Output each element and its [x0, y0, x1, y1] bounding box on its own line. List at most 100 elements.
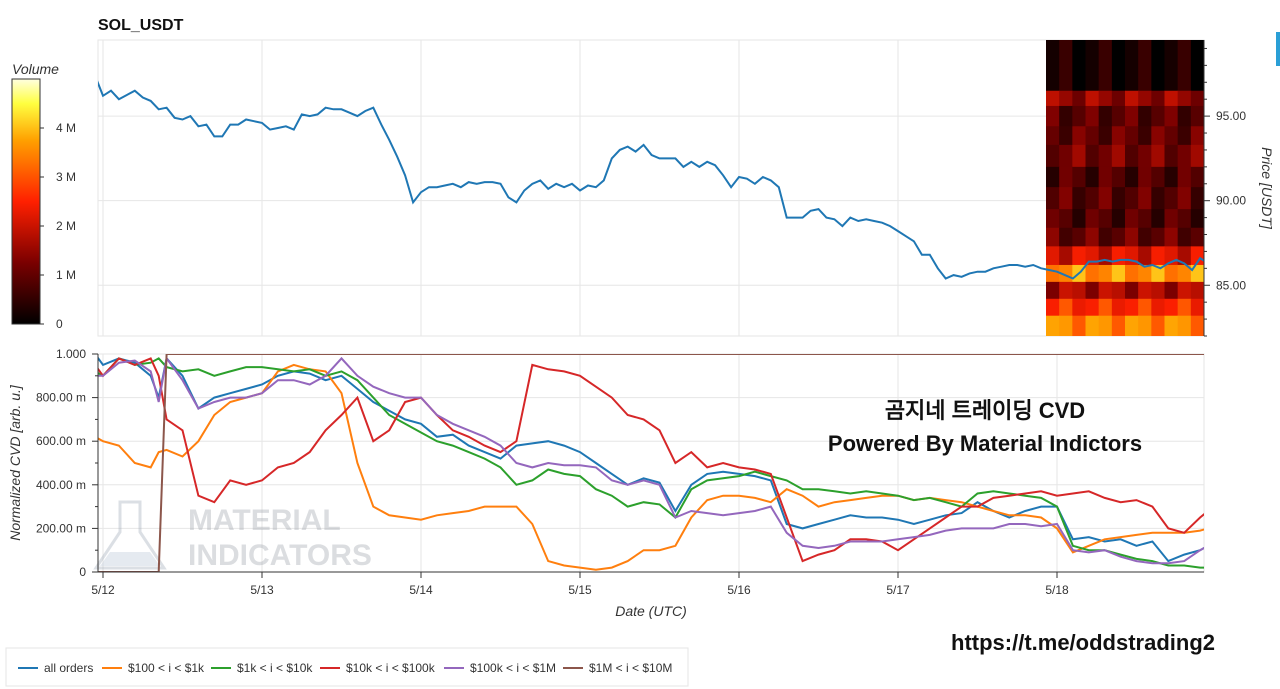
colorbar-tick-label: 4 M [56, 121, 76, 135]
material-indicators-watermark: MATERIAL INDICATORS [93, 500, 372, 572]
heatmap-cell [1098, 126, 1113, 146]
heatmap-cell [1072, 298, 1086, 317]
heatmap-cell [1125, 298, 1139, 317]
heatmap-cell [1072, 126, 1086, 146]
heatmap-cell [1138, 298, 1152, 317]
heatmap-cell [1111, 246, 1126, 266]
heatmap-cell [1085, 264, 1100, 283]
heatmap-cell [1125, 105, 1139, 127]
heatmap-cell [1164, 105, 1179, 127]
heatmap-cell [1164, 209, 1179, 229]
heatmap-cell [1125, 126, 1139, 146]
heatmap-cell [1059, 281, 1073, 300]
telegram-url[interactable]: https://t.me/oddstrading2 [951, 630, 1215, 655]
heatmap-cell [1046, 281, 1060, 300]
volume-heatmap [1046, 40, 1204, 336]
heatmap-cell [1098, 144, 1113, 168]
heatmap-cell [1098, 315, 1113, 336]
cvd-series-line [98, 355, 1204, 565]
heatmap-cell [1177, 105, 1192, 127]
heatmap-cell [1046, 209, 1060, 229]
heatmap-cell [1164, 144, 1179, 168]
heatmap-cell [1111, 227, 1126, 247]
heatmap-cell [1177, 187, 1192, 210]
cvd-x-tick-label: 5/17 [886, 583, 910, 597]
heatmap-cell [1111, 105, 1126, 127]
cvd-series-line [98, 356, 1204, 563]
heatmap-cell [1046, 298, 1060, 317]
heatmap-cell [1072, 166, 1086, 188]
heatmap-cell [1177, 281, 1192, 300]
heatmap-cell [1151, 166, 1165, 188]
heatmap-cell [1046, 90, 1060, 107]
heatmap-cell [1111, 144, 1126, 168]
heatmap-cell [1098, 227, 1113, 247]
heatmap-cell [1085, 166, 1100, 188]
heatmap-cell [1177, 209, 1192, 229]
heatmap-cell [1138, 126, 1152, 146]
legend-label[interactable]: $100 < i < $1k [128, 661, 205, 675]
heatmap-cell [1138, 187, 1152, 210]
heatmap-cell [1177, 126, 1192, 146]
heatmap-cell [1151, 227, 1165, 247]
price-panel: 85.00 90.00 95.00 Price [USDT] [97, 39, 1275, 337]
watermark-line1: MATERIAL [188, 504, 341, 537]
heatmap-cell [1098, 90, 1113, 107]
heatmap-cell [1059, 298, 1073, 317]
heatmap-cell [1072, 144, 1086, 168]
heatmap-cell [1190, 105, 1204, 127]
heatmap-cell [1151, 246, 1165, 266]
heatmap-cell [1072, 105, 1086, 127]
heatmap-cell [1190, 126, 1204, 146]
heatmap-cell [1059, 187, 1073, 210]
cvd-y-tick-label: 0 [79, 565, 86, 579]
legend-label[interactable]: $100k < i < $1M [470, 661, 556, 675]
cvd-plot-area [97, 353, 1205, 573]
heatmap-cell [1164, 187, 1179, 210]
heatmap-cell [1125, 40, 1139, 92]
heatmap-cell [1046, 144, 1060, 168]
cvd-lines [98, 354, 1204, 572]
legend: all orders $100 < i < $1k $1k < i < $10k $1… [18, 661, 672, 675]
heatmap-cell [1125, 264, 1139, 283]
heatmap-cell [1164, 227, 1179, 247]
heatmap-cell [1059, 209, 1073, 229]
toolbar-edge [1276, 32, 1280, 66]
heatmap-cell [1190, 298, 1204, 317]
heatmap-cell [1138, 209, 1152, 229]
cvd-series-line [98, 357, 1204, 569]
heatmap-cell [1072, 40, 1086, 92]
heatmap-cell [1111, 126, 1126, 146]
heatmap-cell [1151, 126, 1165, 146]
heatmap-cell [1072, 187, 1086, 210]
heatmap-cell [1046, 40, 1060, 92]
heatmap-cell [1059, 126, 1073, 146]
heatmap-cell [1111, 281, 1126, 300]
legend-label[interactable]: all orders [44, 661, 93, 675]
cvd-y-tick-label: 600.00 m [36, 434, 86, 448]
legend-label[interactable]: $1k < i < $10k [237, 661, 313, 675]
heatmap-cell [1177, 246, 1192, 266]
heatmap-cell [1177, 144, 1192, 168]
legend-label[interactable]: $10k < i < $100k [346, 661, 436, 675]
heatmap-cell [1125, 281, 1139, 300]
heatmap-cell [1059, 246, 1073, 266]
price-tick-label: 95.00 [1216, 109, 1246, 123]
heatmap-cell [1138, 315, 1152, 336]
heatmap-cell [1098, 209, 1113, 229]
heatmap-cell [1059, 90, 1073, 107]
legend-label[interactable]: $1M < i < $10M [589, 661, 672, 675]
cvd-x-tick-label: 5/14 [409, 583, 433, 597]
heatmap-cell [1190, 227, 1204, 247]
heatmap-cell [1111, 90, 1126, 107]
heatmap-cell [1177, 166, 1192, 188]
cvd-panel: MATERIAL INDICATORS 0 200.00 m 400.00 m 600… [7, 347, 1205, 619]
heatmap-cell [1151, 105, 1165, 127]
chart-title: SOL_USDT [98, 17, 184, 34]
cvd-y-ticks: 0 200.00 m 400.00 m 600.00 m 800.00 m 1.000 [36, 347, 98, 579]
heatmap-cell [1151, 315, 1165, 336]
heatmap-cell [1164, 126, 1179, 146]
heatmap-cell [1072, 209, 1086, 229]
heatmap-cell [1164, 166, 1179, 188]
